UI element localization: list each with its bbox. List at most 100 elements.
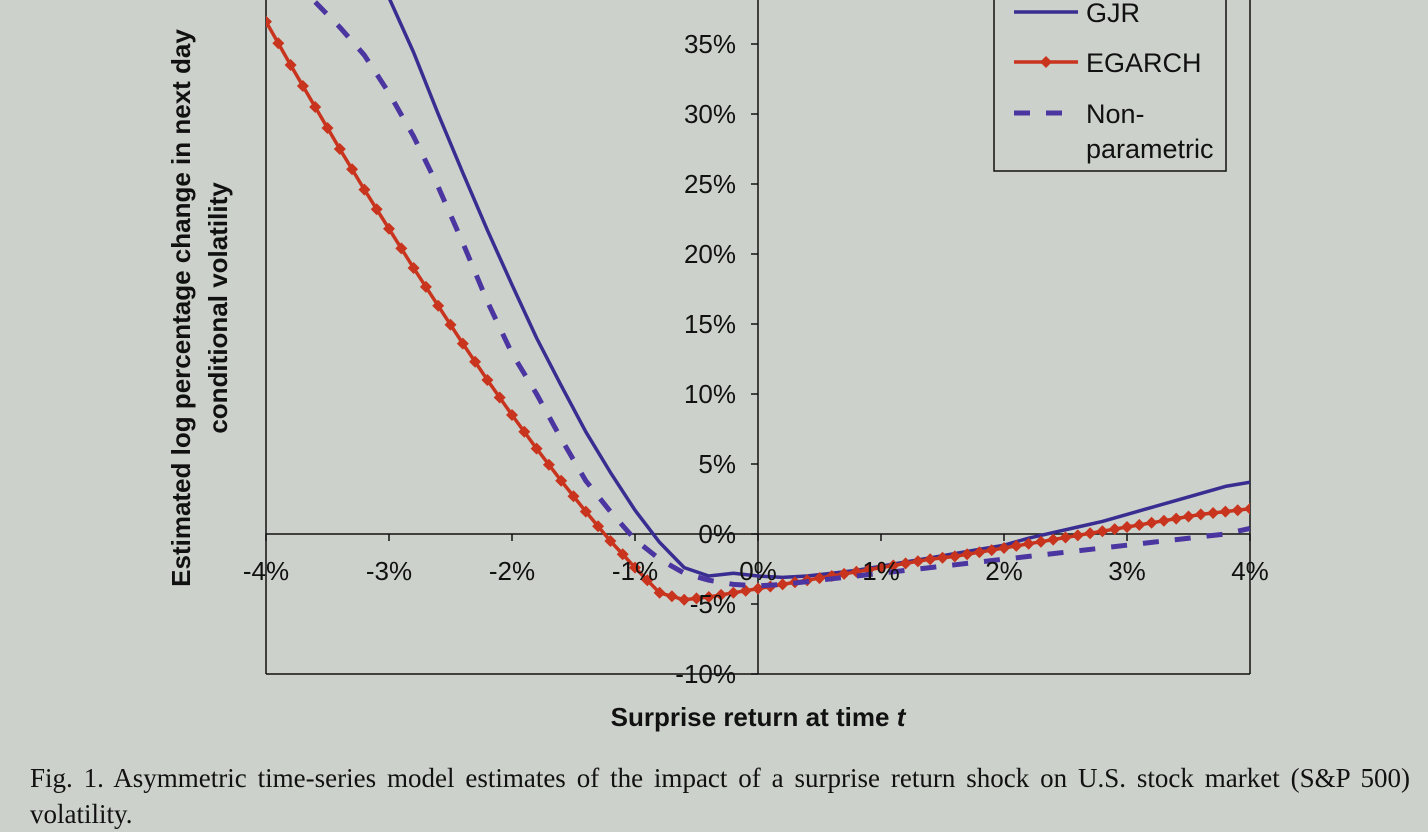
series-marker-egarch bbox=[924, 553, 937, 566]
series-marker-egarch bbox=[1145, 516, 1158, 529]
series-marker-egarch bbox=[481, 374, 494, 386]
series-marker-egarch bbox=[284, 59, 297, 71]
series-marker-egarch bbox=[370, 203, 383, 216]
series-marker-egarch bbox=[1219, 505, 1232, 518]
series-marker-egarch bbox=[579, 505, 592, 518]
series-marker-egarch bbox=[1071, 529, 1084, 542]
series-marker-egarch bbox=[1034, 535, 1047, 548]
series-marker-egarch bbox=[715, 588, 728, 601]
series-marker-egarch bbox=[432, 299, 445, 312]
series-marker-egarch bbox=[456, 337, 469, 350]
y-axis-title-line1: Estimated log percentage change in next … bbox=[166, 29, 196, 587]
series-marker-egarch bbox=[665, 590, 678, 603]
series-marker-egarch bbox=[616, 548, 629, 561]
series-marker-egarch bbox=[469, 355, 482, 368]
legend-label-egarch: EGARCH bbox=[1086, 48, 1202, 78]
series-marker-egarch bbox=[518, 425, 531, 438]
figure-caption: Fig. 1. Asymmetric time-series model est… bbox=[30, 763, 1410, 829]
series-marker-egarch bbox=[1157, 514, 1170, 527]
series-marker-egarch bbox=[899, 557, 912, 570]
x-tick-label: 0% bbox=[739, 556, 777, 586]
series-marker-egarch bbox=[739, 584, 752, 597]
series-marker-egarch bbox=[444, 318, 457, 331]
y-tick-label: 15% bbox=[684, 309, 736, 339]
y-tick-label: 5% bbox=[698, 449, 736, 479]
y-axis-title: Estimated log percentage change in next … bbox=[166, 29, 233, 587]
legend-label-non-parametric: Non-parametric bbox=[1086, 99, 1214, 164]
y-axis-title-line2: conditional volatility bbox=[203, 182, 233, 434]
series-marker-egarch bbox=[948, 550, 961, 563]
series-marker-egarch bbox=[1108, 523, 1121, 536]
series-marker-egarch bbox=[506, 409, 518, 421]
series-marker-egarch bbox=[887, 559, 900, 572]
series-marker-egarch bbox=[1059, 531, 1072, 544]
series-marker-egarch bbox=[358, 183, 371, 196]
series-marker-egarch bbox=[266, 15, 272, 28]
series-marker-egarch bbox=[961, 548, 974, 561]
series-marker-egarch bbox=[309, 101, 322, 113]
y-tick-label: 35% bbox=[684, 29, 736, 59]
series-line-non-parametric bbox=[313, 0, 1250, 589]
series-marker-egarch bbox=[1047, 533, 1060, 546]
series-marker-egarch bbox=[407, 262, 420, 274]
series-marker-egarch bbox=[813, 572, 826, 585]
x-tick-label: 4% bbox=[1231, 556, 1269, 586]
x-axis-title: Surprise return at time t bbox=[611, 702, 907, 732]
series-marker-egarch bbox=[592, 520, 605, 533]
series-layer bbox=[266, 0, 1250, 606]
series-marker-egarch bbox=[1207, 507, 1220, 519]
y-tick-label: 20% bbox=[684, 239, 736, 269]
y-tick-label: 30% bbox=[684, 99, 736, 129]
series-marker-egarch bbox=[296, 80, 309, 92]
series-marker-egarch bbox=[555, 474, 568, 487]
series-marker-egarch bbox=[1121, 521, 1133, 533]
series-marker-egarch bbox=[973, 546, 986, 559]
series-marker-egarch bbox=[1231, 504, 1244, 517]
series-marker-egarch bbox=[1084, 527, 1097, 540]
series-marker-egarch bbox=[727, 586, 740, 599]
series-marker-egarch bbox=[1194, 508, 1207, 521]
series-marker-egarch bbox=[530, 442, 543, 455]
series-marker-egarch bbox=[1096, 525, 1109, 538]
series-marker-egarch bbox=[678, 593, 691, 606]
series-marker-egarch bbox=[875, 561, 887, 574]
series-marker-egarch bbox=[395, 242, 408, 255]
x-tick-label: 3% bbox=[1108, 556, 1146, 586]
legend-box bbox=[993, 0, 1227, 172]
series-marker-egarch bbox=[1182, 510, 1195, 523]
series-marker-egarch bbox=[690, 592, 703, 605]
series-marker-egarch bbox=[493, 391, 506, 404]
series-marker-egarch bbox=[936, 551, 949, 564]
series-marker-egarch bbox=[998, 542, 1010, 554]
series-marker-egarch bbox=[629, 561, 641, 574]
series-marker-egarch bbox=[542, 458, 555, 471]
legend-label-gjr: GJR bbox=[1086, 0, 1140, 28]
series-marker-egarch bbox=[752, 582, 764, 595]
x-tick-label: -1% bbox=[612, 556, 658, 586]
series-marker-egarch bbox=[838, 567, 851, 580]
y-tick-label: 0% bbox=[698, 519, 736, 549]
y-tick-label: -5% bbox=[690, 589, 736, 619]
x-tick-label: 2% bbox=[985, 556, 1023, 586]
series-marker-egarch bbox=[346, 163, 359, 176]
series-marker-egarch bbox=[641, 574, 654, 587]
y-tick-label: -10% bbox=[675, 659, 736, 689]
series-marker-egarch bbox=[567, 490, 580, 503]
chart: -10%-5%0%5%10%15%20%25%30%35%-4% -3% -2% -1… bbox=[166, 0, 1269, 732]
series-marker-egarch bbox=[1022, 537, 1035, 550]
series-marker-egarch bbox=[1244, 502, 1250, 515]
y-tick-label: 10% bbox=[684, 379, 736, 409]
series-marker-egarch bbox=[604, 535, 617, 547]
series-marker-egarch bbox=[1010, 539, 1023, 552]
series-marker-egarch bbox=[985, 544, 998, 557]
series-marker-egarch bbox=[1170, 512, 1183, 525]
series-marker-egarch bbox=[321, 122, 334, 134]
x-tick-label: 1% bbox=[862, 556, 900, 586]
y-tick-label: 25% bbox=[684, 169, 736, 199]
x-tick-label: -3% bbox=[366, 556, 412, 586]
series-marker-egarch bbox=[272, 37, 285, 50]
series-marker-egarch bbox=[776, 578, 789, 591]
series-marker-egarch bbox=[911, 555, 924, 568]
x-tick-label: -2% bbox=[489, 556, 535, 586]
legend-marker-egarch bbox=[1040, 56, 1052, 68]
